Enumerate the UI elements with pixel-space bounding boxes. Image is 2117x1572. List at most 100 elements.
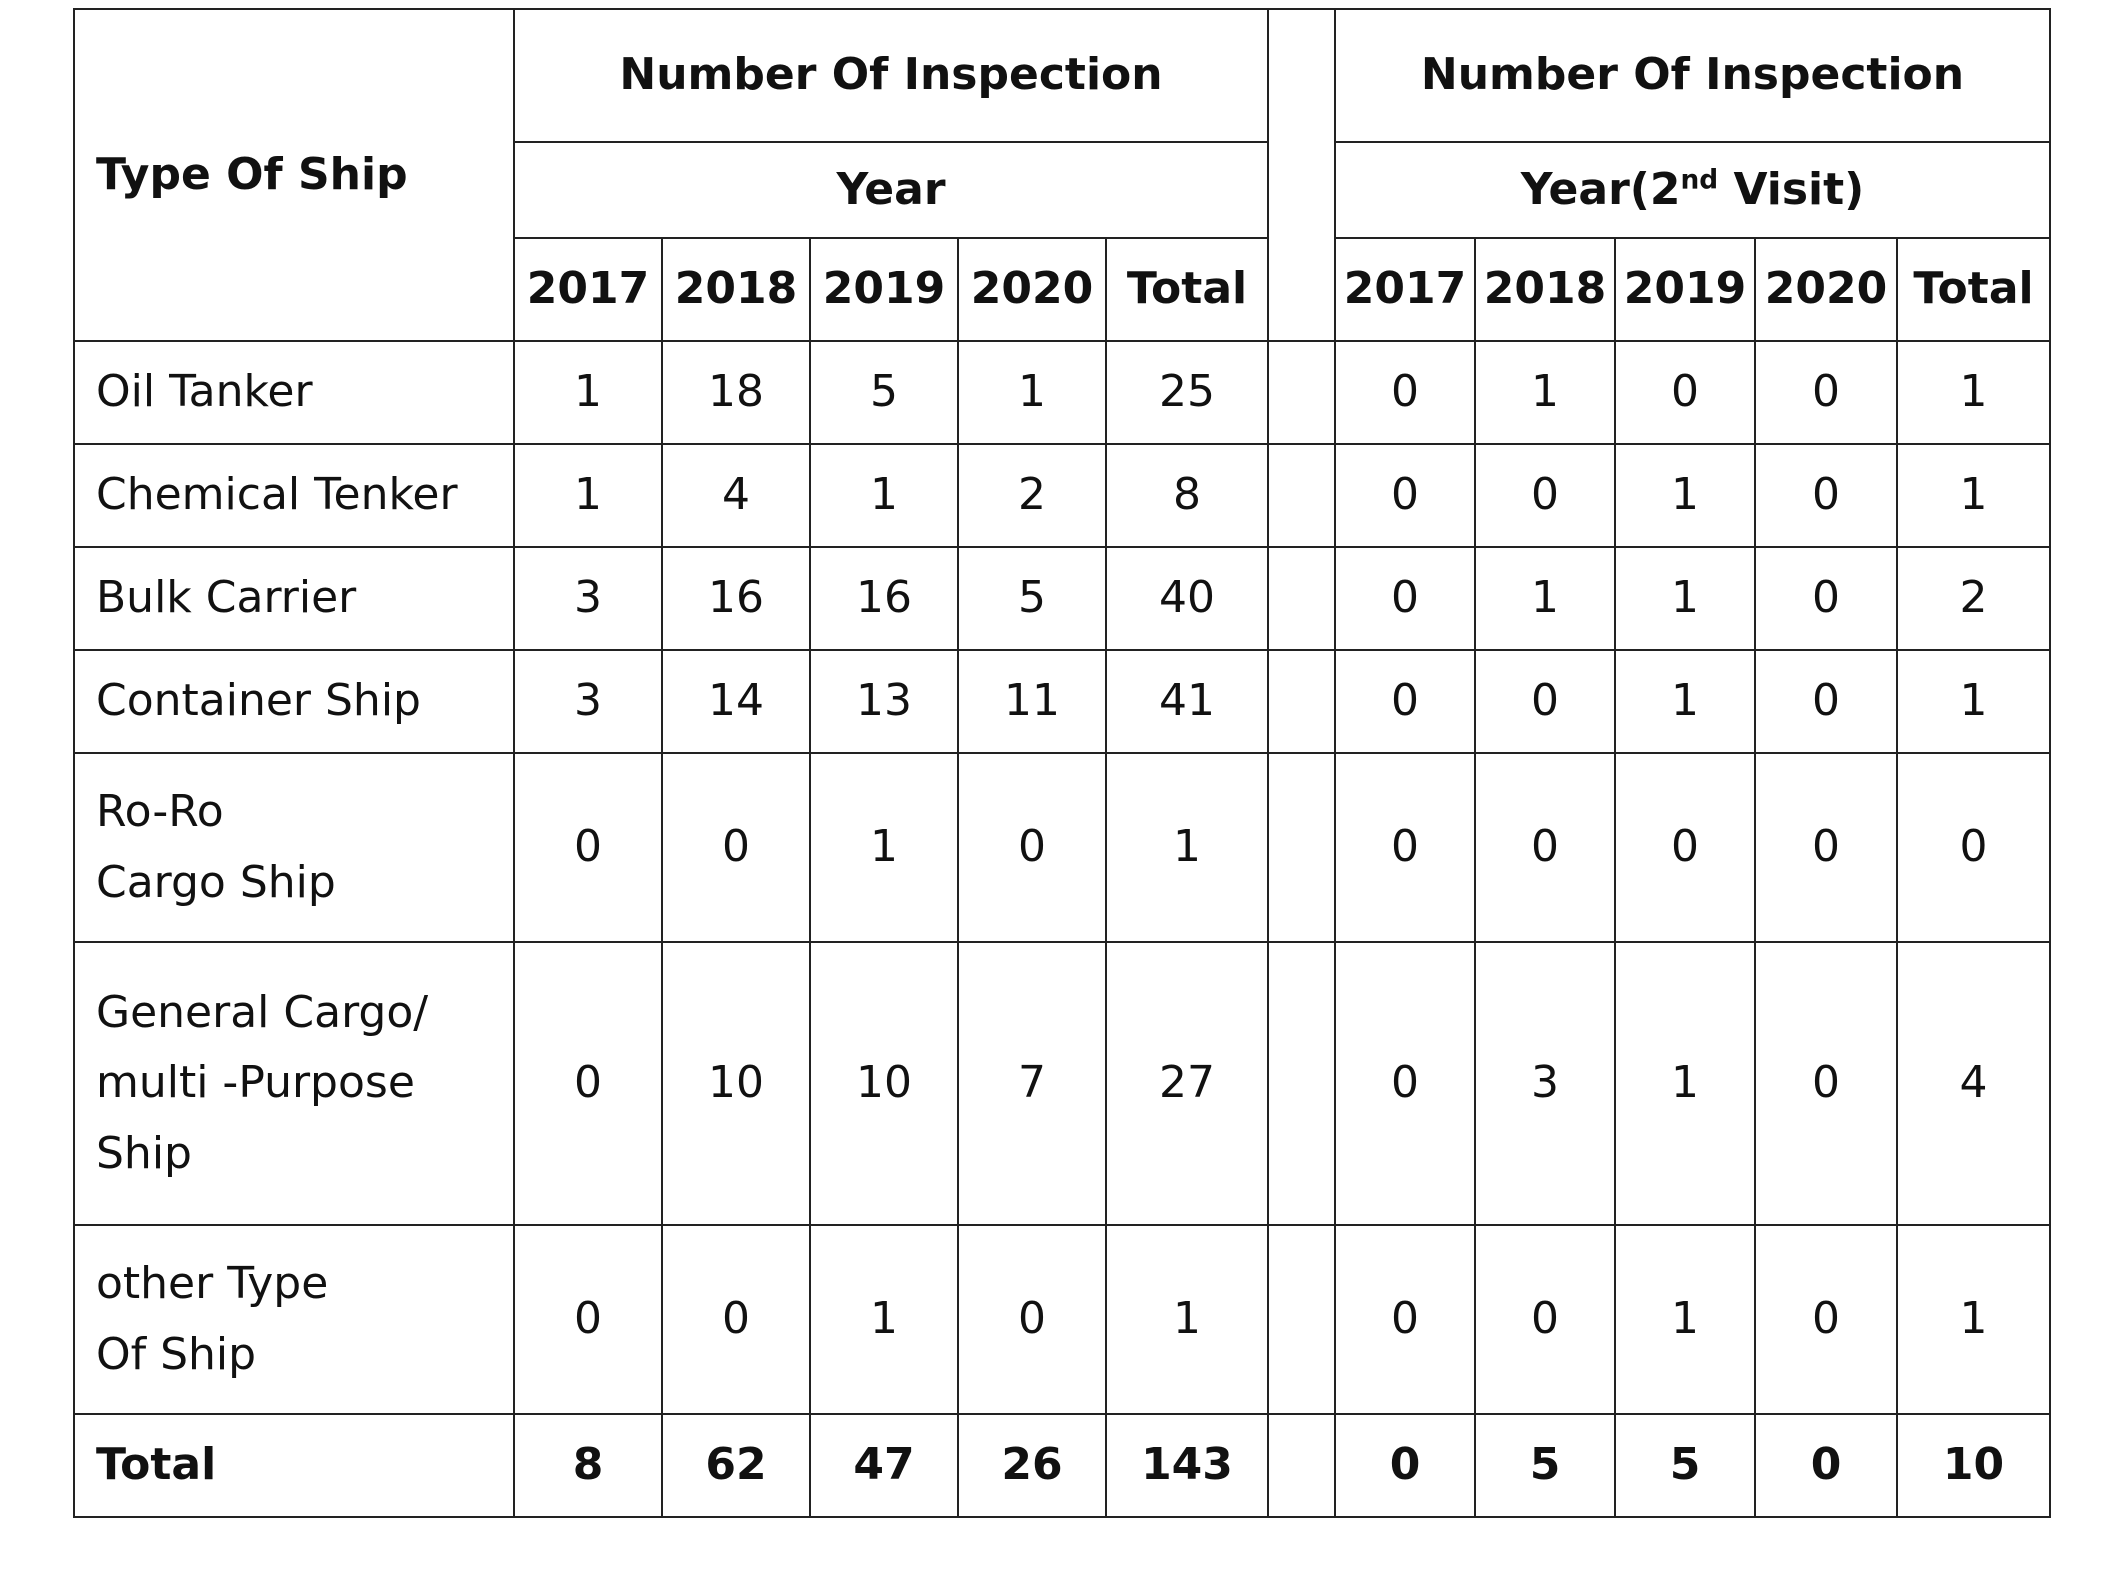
count-cell-first-2019: 13 — [809, 649, 959, 754]
ship-type-line: Container Ship — [96, 675, 421, 727]
count-cell-first-2018: 18 — [661, 340, 811, 445]
column-header-first-2018: 2018 — [661, 237, 811, 342]
separator-cell — [1267, 546, 1336, 651]
ship-type-cell: Ro-Ro Cargo Ship — [73, 752, 515, 943]
ship-type-line: Ro-Ro — [96, 786, 224, 838]
count-cell-first-2017: 1 — [513, 340, 663, 445]
inspection-group-header-second: Number Of Inspection — [1334, 8, 2051, 143]
count-cell-first-2020: 0 — [957, 1224, 1107, 1415]
ship-type-line: General Cargo/ — [96, 986, 429, 1038]
count-cell-second-2017: 0 — [1334, 649, 1476, 754]
count-cell-first-2020: 7 — [957, 941, 1107, 1226]
count-cell-second-2019: 0 — [1614, 340, 1756, 445]
ship-type-line: multi -Purpose — [96, 1057, 415, 1109]
count-cell-first-2020: 5 — [957, 546, 1107, 651]
count-cell-second-2018: 0 — [1474, 752, 1616, 943]
count-cell-first-2017: 0 — [513, 1224, 663, 1415]
ship-type-cell: Oil Tanker — [73, 340, 515, 445]
total-cell-first-2017: 8 — [513, 1413, 663, 1518]
count-cell-first-2017: 0 — [513, 752, 663, 943]
count-cell-first-2018: 4 — [661, 443, 811, 548]
count-cell-first-total: 27 — [1105, 941, 1269, 1226]
column-header-second-total: Total — [1896, 237, 2051, 342]
column-header-second-2018: 2018 — [1474, 237, 1616, 342]
count-cell-first-total: 40 — [1105, 546, 1269, 651]
total-cell-second-total: 10 — [1896, 1413, 2051, 1518]
count-cell-second-2020: 0 — [1754, 340, 1898, 445]
total-row: Total 8 62 47 26 143 0 5 5 0 10 — [73, 1413, 2051, 1518]
count-cell-second-2019: 1 — [1614, 443, 1756, 548]
count-cell-second-2019: 1 — [1614, 1224, 1756, 1415]
separator-cell — [1267, 443, 1336, 548]
count-cell-first-total: 1 — [1105, 1224, 1269, 1415]
table-row: Container Ship 3 14 13 11 41 0 0 1 0 1 — [73, 649, 2051, 754]
count-cell-second-2017: 0 — [1334, 443, 1476, 548]
count-cell-first-2017: 3 — [513, 649, 663, 754]
separator-cell — [1267, 649, 1336, 754]
year-subheader-second-prefix: Year(2 — [1520, 163, 1681, 215]
count-cell-first-total: 8 — [1105, 443, 1269, 548]
column-header-first-2017: 2017 — [513, 237, 663, 342]
count-cell-second-2019: 1 — [1614, 649, 1756, 754]
count-cell-second-2017: 0 — [1334, 1224, 1476, 1415]
count-cell-first-2017: 1 — [513, 443, 663, 548]
count-cell-second-total: 4 — [1896, 941, 2051, 1226]
count-cell-second-2019: 0 — [1614, 752, 1756, 943]
count-cell-second-2018: 3 — [1474, 941, 1616, 1226]
count-cell-second-2020: 0 — [1754, 649, 1898, 754]
year-subheader-second-superscript: nd — [1680, 164, 1719, 196]
column-header-second-2019: 2019 — [1614, 237, 1756, 342]
separator-cell — [1267, 1413, 1336, 1518]
table-row: Oil Tanker 1 18 5 1 25 0 1 0 0 1 — [73, 340, 2051, 445]
column-header-second-2017: 2017 — [1334, 237, 1476, 342]
separator-cell — [1267, 1224, 1336, 1415]
separator-column-header — [1267, 8, 1336, 342]
separator-cell — [1267, 941, 1336, 1226]
ship-type-line: Bulk Carrier — [96, 572, 357, 624]
count-cell-second-2018: 0 — [1474, 649, 1616, 754]
count-cell-second-2019: 1 — [1614, 941, 1756, 1226]
ship-type-line: Oil Tanker — [96, 366, 313, 418]
count-cell-first-2020: 2 — [957, 443, 1107, 548]
total-cell-second-2019: 5 — [1614, 1413, 1756, 1518]
count-cell-second-total: 1 — [1896, 340, 2051, 445]
table-row: Bulk Carrier 3 16 16 5 40 0 1 1 0 2 — [73, 546, 2051, 651]
count-cell-second-total: 1 — [1896, 649, 2051, 754]
total-label: Total — [73, 1413, 515, 1518]
total-cell-first-2020: 26 — [957, 1413, 1107, 1518]
table-row: Chemical Tenker 1 4 1 2 8 0 0 1 0 1 — [73, 443, 2051, 548]
separator-cell — [1267, 752, 1336, 943]
count-cell-second-total: 2 — [1896, 546, 2051, 651]
total-cell-first-2018: 62 — [661, 1413, 811, 1518]
count-cell-first-2019: 1 — [809, 1224, 959, 1415]
total-cell-second-2020: 0 — [1754, 1413, 1898, 1518]
ship-type-cell: Bulk Carrier — [73, 546, 515, 651]
count-cell-second-2020: 0 — [1754, 941, 1898, 1226]
count-cell-first-2019: 16 — [809, 546, 959, 651]
count-cell-second-2020: 0 — [1754, 1224, 1898, 1415]
ship-type-line: Cargo Ship — [96, 856, 336, 908]
count-cell-first-2019: 1 — [809, 752, 959, 943]
count-cell-second-2017: 0 — [1334, 752, 1476, 943]
ship-type-line: Chemical Tenker — [96, 469, 458, 521]
ship-type-line: Ship — [96, 1127, 192, 1179]
type-of-ship-header: Type Of Ship — [73, 8, 515, 342]
column-header-second-2020: 2020 — [1754, 237, 1898, 342]
count-cell-second-2018: 1 — [1474, 340, 1616, 445]
count-cell-first-2019: 10 — [809, 941, 959, 1226]
count-cell-second-2020: 0 — [1754, 752, 1898, 943]
count-cell-first-2018: 0 — [661, 1224, 811, 1415]
count-cell-first-2020: 11 — [957, 649, 1107, 754]
table-row: other Type Of Ship 0 0 1 0 1 0 0 1 0 1 — [73, 1224, 2051, 1415]
count-cell-first-total: 41 — [1105, 649, 1269, 754]
total-cell-second-2018: 5 — [1474, 1413, 1616, 1518]
column-header-first-2019: 2019 — [809, 237, 959, 342]
count-cell-second-2017: 0 — [1334, 340, 1476, 445]
count-cell-second-2018: 1 — [1474, 546, 1616, 651]
count-cell-first-2018: 0 — [661, 752, 811, 943]
count-cell-second-total: 1 — [1896, 443, 2051, 548]
year-subheader-second-suffix: Visit) — [1718, 163, 1865, 215]
count-cell-first-2018: 16 — [661, 546, 811, 651]
ship-type-line: Of Ship — [96, 1328, 257, 1380]
count-cell-second-2017: 0 — [1334, 941, 1476, 1226]
